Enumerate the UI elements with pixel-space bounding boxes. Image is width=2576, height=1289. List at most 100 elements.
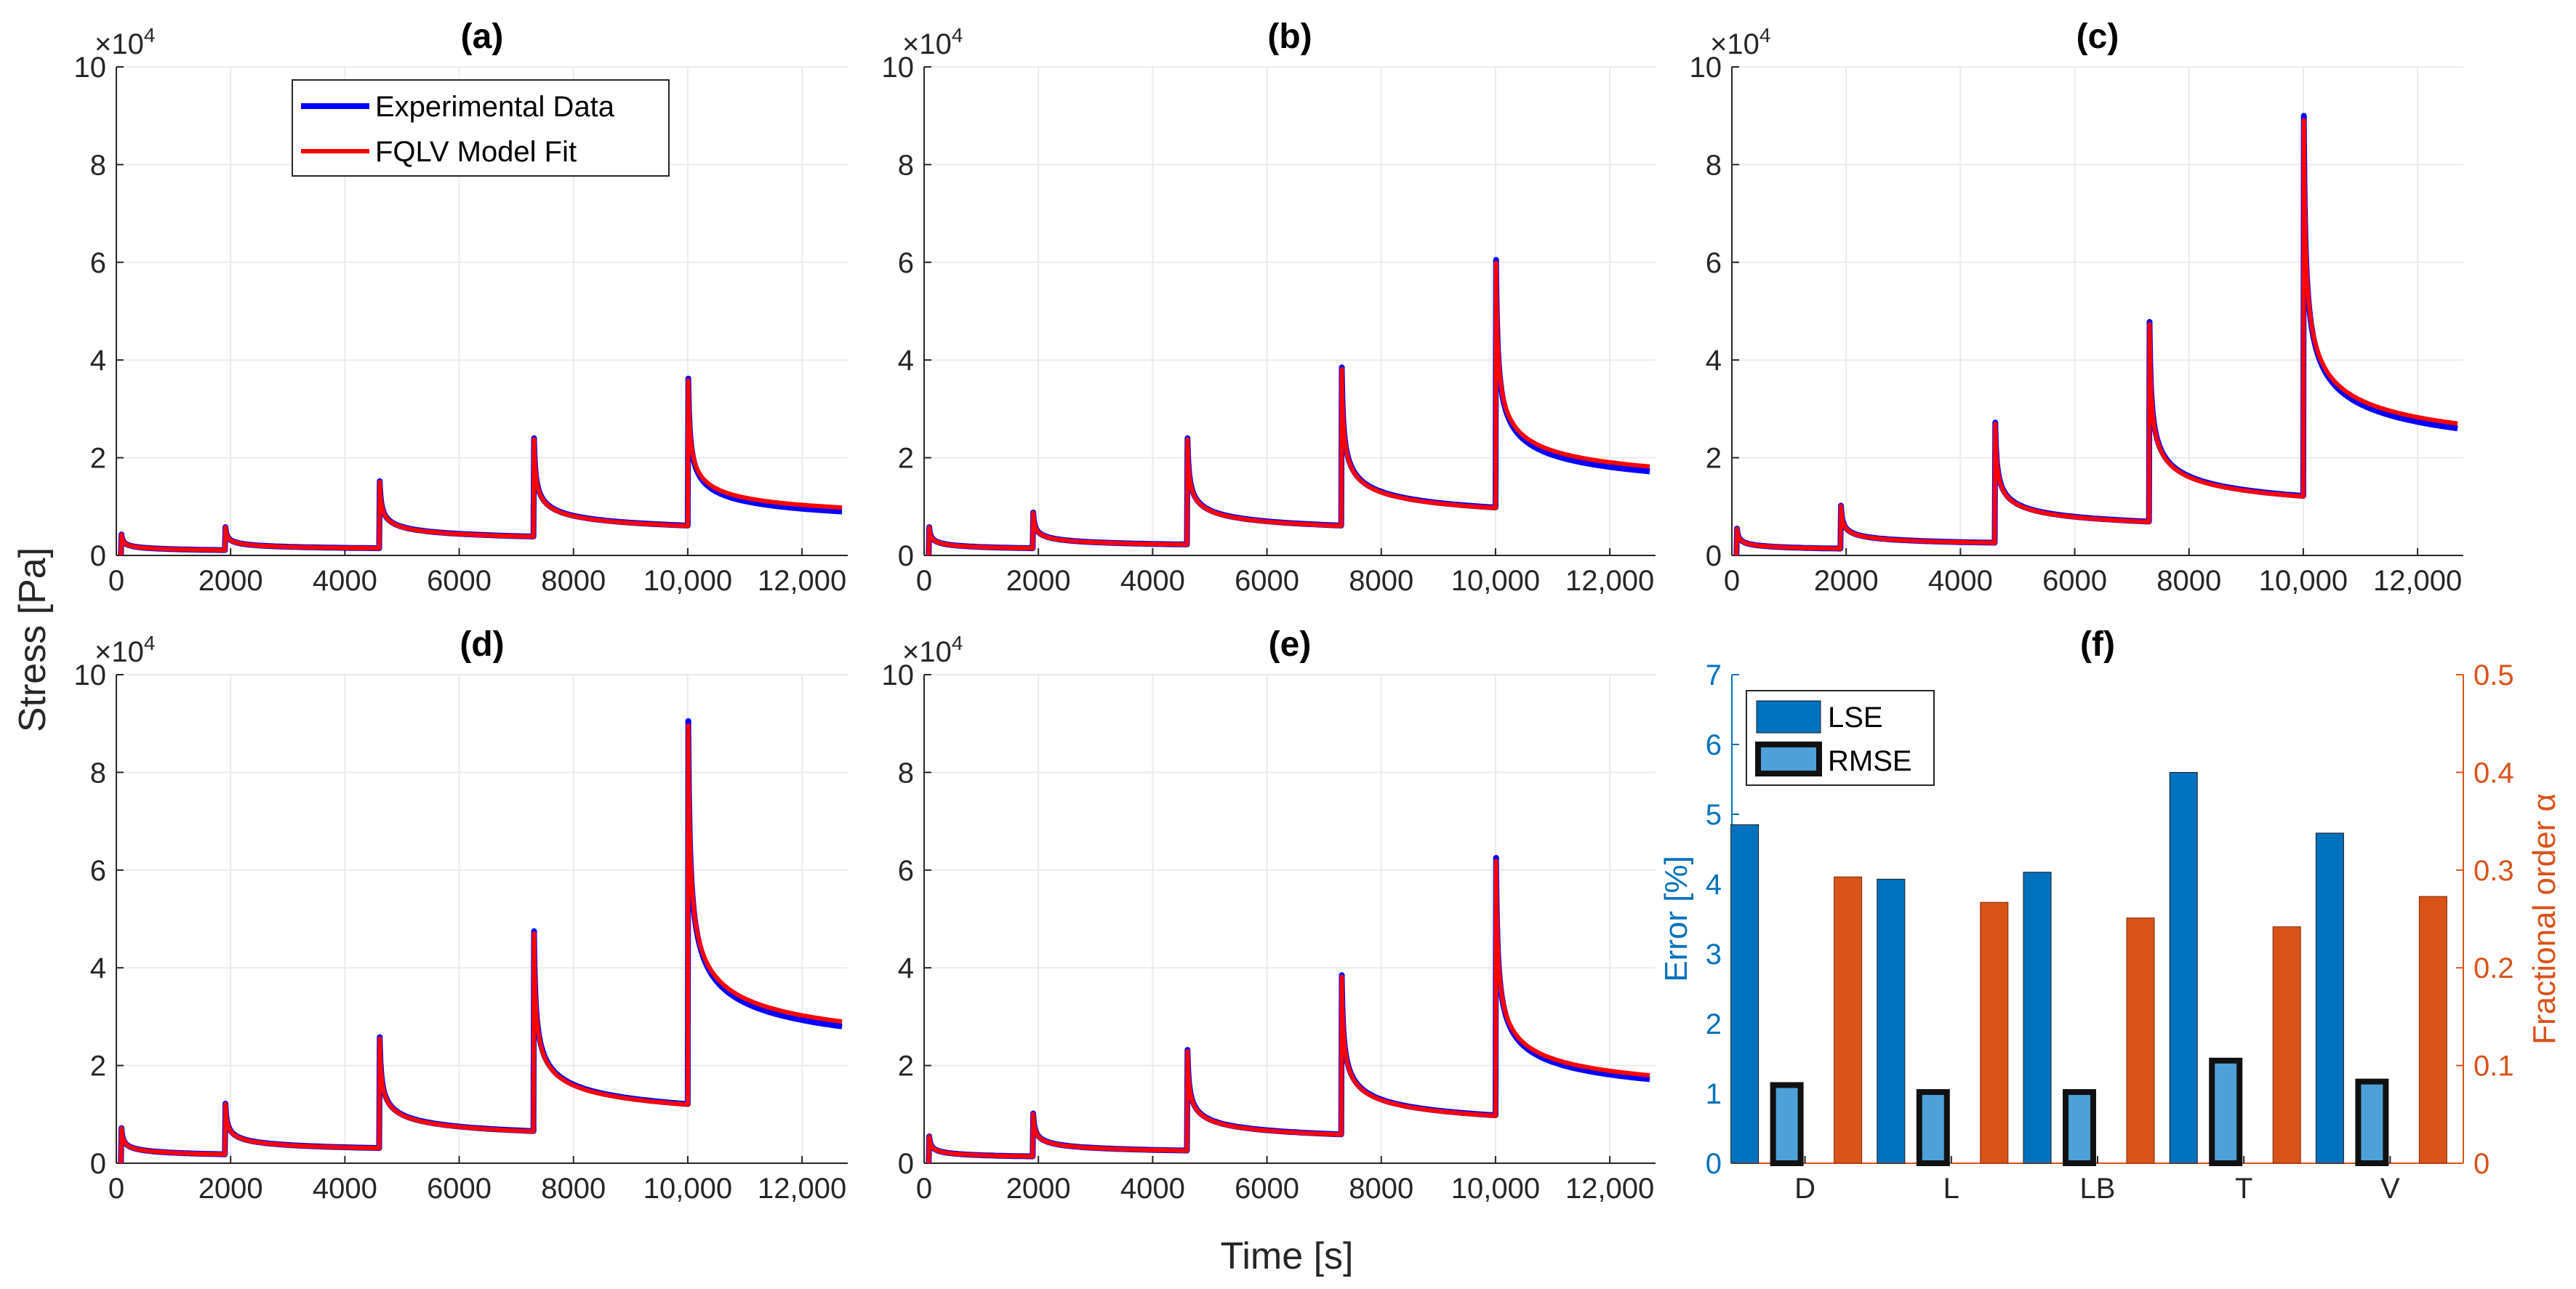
legend: LSE RMSE (1746, 690, 1935, 786)
x-tick-label: 2000 (198, 1173, 263, 1205)
panel-c: 0 2000 4000 6000 8000 10,000 12,000 0 2 4 6 8 10×104… (1690, 17, 2463, 597)
left-tick-label: 1 (1706, 1078, 1722, 1110)
bar-rmse-LB (2063, 1089, 2096, 1166)
x-tick-label: 10,000 (1451, 1173, 1540, 1205)
panel-b: 0 2000 4000 6000 8000 10,000 12,000 0 2 4 6 8 10×104… (882, 17, 1656, 597)
legend-label-fit: FQLV Model Fit (375, 136, 577, 168)
y-tick-label: 8 (898, 757, 914, 789)
panel-title: (b) (1267, 17, 1312, 56)
y-tick-label: 2 (898, 443, 914, 475)
y-tick-label: 8 (90, 149, 106, 181)
bar-rmse-L (1916, 1089, 1950, 1166)
bar-rmse-D (1770, 1082, 1804, 1166)
bar-lse-V (2315, 832, 2344, 1164)
shared-y-label: Stress [Pa] (12, 547, 54, 732)
bar-rmse-T (2209, 1057, 2243, 1166)
bar-alpha-D (1834, 876, 1863, 1164)
y-tick-label: 8 (1706, 149, 1722, 181)
y-tick-label: 8 (90, 757, 106, 789)
bar-lse-LB (2023, 872, 2052, 1164)
bar-lse-L (1877, 878, 1906, 1164)
x-tick-label: 12,000 (1565, 565, 1654, 597)
y-tick-label: 6 (90, 247, 106, 279)
x-tick-label: 6000 (2042, 565, 2107, 597)
y-scale-multiplier: ×104 (95, 24, 155, 60)
x-tick-label: D (1794, 1173, 1815, 1205)
bar-alpha-LB (2126, 917, 2155, 1164)
plot-area (924, 67, 1656, 555)
bar-lse-T (2169, 771, 2198, 1164)
x-tick-label: 0 (916, 565, 932, 597)
y-tick-label: 2 (898, 1051, 914, 1083)
y-scale-multiplier: ×104 (1710, 24, 1770, 60)
x-tick-label: 2000 (1814, 565, 1879, 597)
x-tick-label: 12,000 (1565, 1173, 1654, 1205)
x-tick-label: 12,000 (2373, 565, 2462, 597)
right-axis-label: Fractional order α (2527, 793, 2562, 1045)
y-tick-label: 8 (898, 149, 914, 181)
bar-lse-D (1730, 824, 1760, 1164)
y-tick-label: 10 (74, 52, 107, 84)
y-tick-label: 4 (898, 952, 914, 984)
y-tick-label: 10 (1690, 52, 1722, 84)
x-tick-label: L (1943, 1173, 1959, 1205)
right-tick-label: 0.4 (2473, 757, 2514, 789)
y-scale-multiplier: ×104 (902, 24, 963, 60)
bar-alpha-L (1980, 902, 2009, 1164)
y-tick-label: 6 (1706, 247, 1722, 279)
legend: Experimental Data FQLV Model Fit (292, 79, 670, 177)
x-tick-label: 0 (108, 565, 124, 597)
y-scale-multiplier: ×104 (902, 632, 963, 668)
y-tick-label: 4 (898, 345, 914, 377)
y-tick-label: 6 (898, 247, 914, 279)
y-tick-label: 10 (882, 52, 915, 84)
panel-title: (e) (1269, 625, 1312, 664)
right-tick-label: 0.1 (2473, 1051, 2514, 1083)
right-tick-label: 0.5 (2473, 659, 2514, 691)
x-tick-label: 4000 (1120, 1173, 1185, 1205)
x-tick-label: V (2380, 1173, 2400, 1205)
x-tick-label: 6000 (427, 1173, 491, 1205)
panel-title: (a) (461, 17, 504, 56)
x-tick-label: 12,000 (758, 1173, 846, 1205)
series-fqlv-model-fit (119, 378, 843, 556)
plot-area (1732, 67, 2463, 555)
y-tick-label: 2 (90, 443, 106, 475)
x-tick-label: 4000 (1120, 565, 1185, 597)
left-tick-label: 3 (1706, 939, 1722, 971)
y-tick-label: 0 (90, 1148, 106, 1180)
x-tick-label: 6000 (1235, 1173, 1299, 1205)
legend-swatch-rmse (1755, 742, 1822, 776)
shared-x-label: Time [s] (1221, 1235, 1354, 1277)
legend-box (292, 79, 670, 177)
series-fqlv-model-fit (926, 859, 1650, 1164)
legend-label-rmse: RMSE (1828, 745, 1912, 777)
series-fqlv-model-fit (119, 723, 843, 1164)
panel-title: (d) (460, 625, 504, 664)
panel-a: 0 2000 4000 6000 8000 10,000 12,000 0 2 4 6 8 10×104… (74, 17, 848, 597)
series-fqlv-model-fit (926, 260, 1650, 556)
x-tick-label: 0 (916, 1173, 932, 1205)
x-tick-label: 2000 (198, 565, 263, 597)
left-tick-label: 5 (1706, 799, 1722, 831)
x-tick-label: 8000 (2156, 565, 2221, 597)
y-tick-label: 0 (90, 540, 106, 572)
legend-label-lse: LSE (1828, 702, 1883, 734)
left-tick-label: 4 (1706, 869, 1722, 901)
left-tick-label: 7 (1706, 659, 1722, 691)
x-tick-label: 10,000 (643, 565, 732, 597)
plot-area (116, 675, 848, 1163)
panel-d: 0 2000 4000 6000 8000 10,000 12,000 0 2 4 6 8 10×104… (74, 625, 848, 1205)
panel-f: 0 1 2 3 4 5 6 7 0 0.1 0.2 0.3 0.4 0.5 D L LB T V (f) Error [… (1658, 625, 2562, 1205)
x-tick-label: 0 (108, 1173, 124, 1205)
left-tick-label: 2 (1706, 1008, 1722, 1040)
x-tick-label: 10,000 (643, 1173, 732, 1205)
x-tick-label: 10,000 (2259, 565, 2348, 597)
left-axis-label: Error [%] (1658, 856, 1694, 982)
x-tick-label: 6000 (1235, 565, 1299, 597)
x-tick-label: 6000 (427, 565, 491, 597)
x-tick-label: 0 (1724, 565, 1740, 597)
y-tick-label: 0 (1706, 540, 1722, 572)
y-tick-label: 0 (898, 1148, 914, 1180)
